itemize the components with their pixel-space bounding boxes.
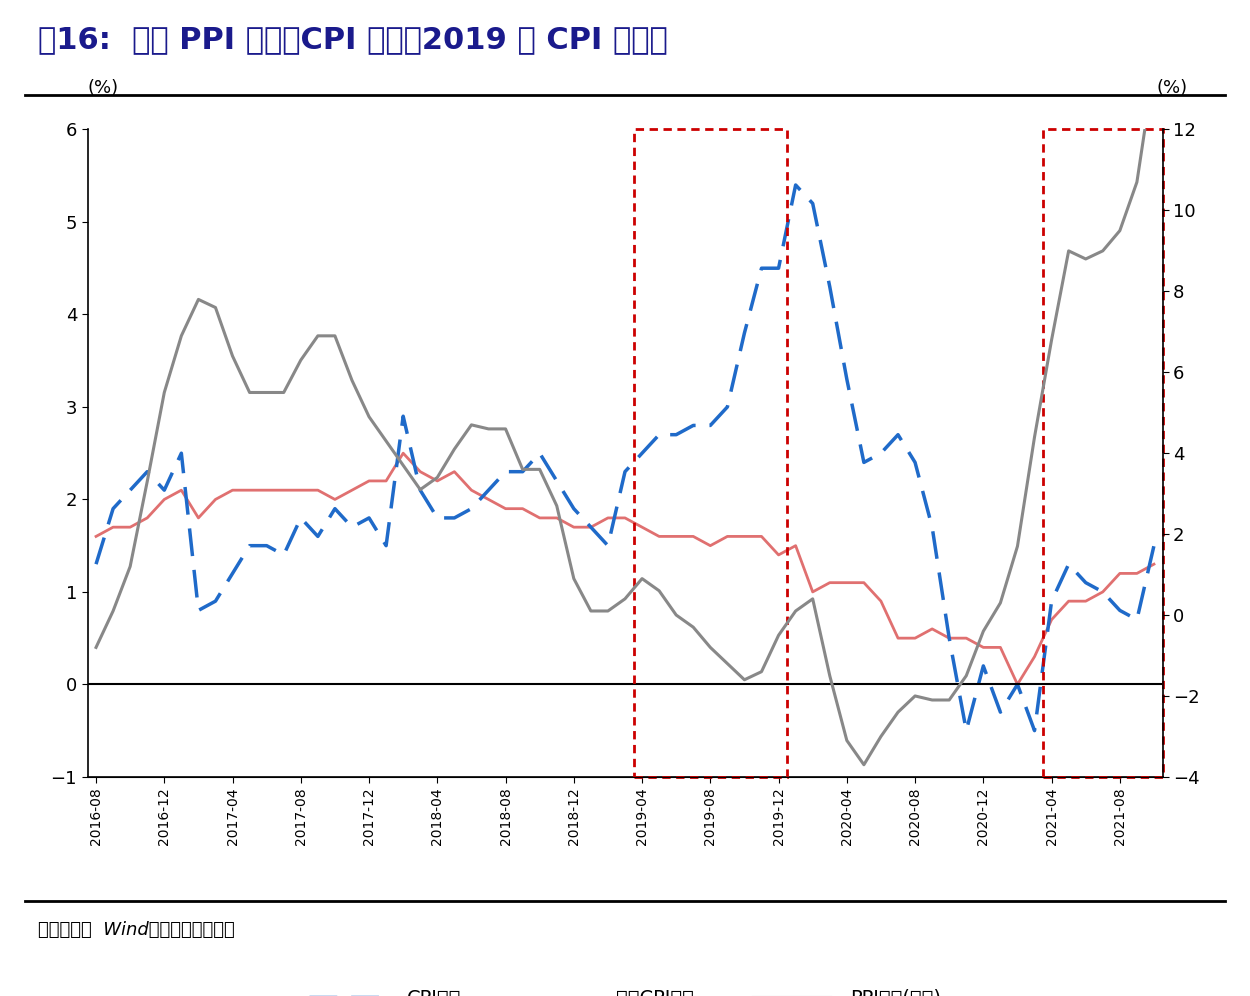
核心CPI同比: [1130, 568, 1145, 580]
Bar: [634, 129, 788, 777]
PPI同比(右轴): [584, 605, 599, 617]
PPI同比(右轴): [379, 435, 394, 447]
CPI同比: [839, 374, 854, 385]
Bar: [1042, 129, 1162, 777]
Legend: CPI同比, 核心CPI同比, PPI同比(右轴): CPI同比, 核心CPI同比, PPI同比(右轴): [301, 981, 949, 996]
核心CPI同比: [635, 521, 650, 533]
核心CPI同比: [396, 447, 411, 459]
核心CPI同比: [430, 475, 445, 487]
核心CPI同比: [1010, 678, 1025, 690]
PPI同比(右轴): [1130, 176, 1145, 188]
Text: 图16:  当前 PPI 上行、CPI 低迷，2019 年 CPI 创新高: 图16: 当前 PPI 上行、CPI 低迷，2019 年 CPI 创新高: [38, 25, 668, 54]
核心CPI同比: [89, 531, 104, 543]
CPI同比: [1146, 540, 1161, 552]
PPI同比(右轴): [618, 593, 632, 605]
Text: (%): (%): [88, 79, 119, 98]
CPI同比: [1130, 614, 1145, 625]
CPI同比: [412, 484, 428, 496]
PPI同比(右轴): [1146, 63, 1161, 75]
Text: (%): (%): [1158, 79, 1188, 98]
CPI同比: [618, 466, 632, 478]
CPI同比: [379, 540, 394, 552]
PPI同比(右轴): [856, 759, 871, 771]
CPI同比: [584, 521, 599, 533]
CPI同比: [89, 558, 104, 570]
Line: PPI同比(右轴): PPI同比(右轴): [96, 69, 1154, 765]
CPI同比: [959, 725, 974, 737]
Line: CPI同比: CPI同比: [96, 185, 1154, 731]
PPI同比(右轴): [412, 484, 428, 496]
CPI同比: [789, 179, 804, 191]
核心CPI同比: [600, 512, 615, 524]
核心CPI同比: [379, 475, 394, 487]
PPI同比(右轴): [822, 669, 838, 681]
核心CPI同比: [1146, 558, 1161, 570]
Text: 数据来源：  Wind、开源证券研究所: 数据来源： Wind、开源证券研究所: [38, 921, 234, 939]
Line: 核心CPI同比: 核心CPI同比: [96, 453, 1154, 684]
核心CPI同比: [839, 577, 854, 589]
PPI同比(右轴): [89, 641, 104, 653]
